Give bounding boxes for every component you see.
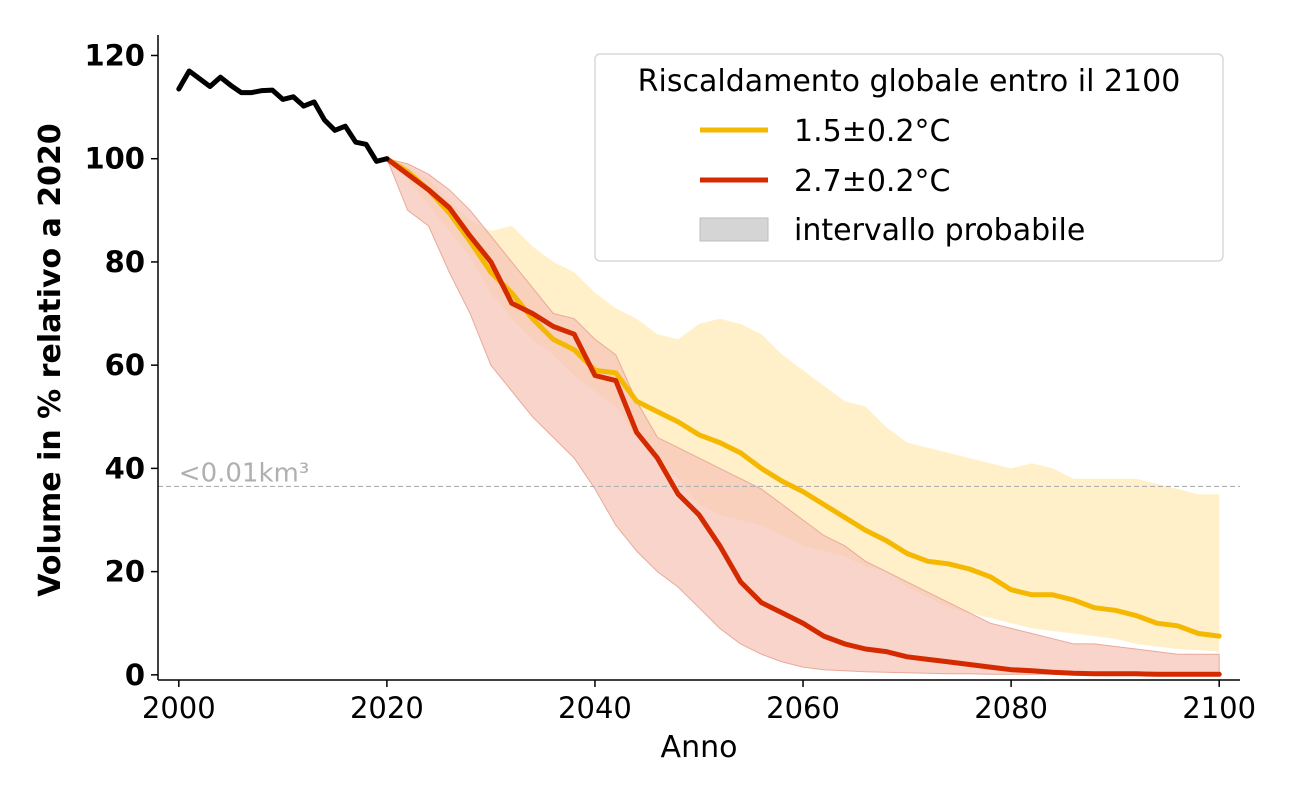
threshold-label: <0.01km³ — [179, 458, 309, 488]
series-line-historical — [176, 68, 390, 164]
y-axis-label: Volume in % relativo a 2020 — [33, 123, 68, 597]
x-tick-label: 2080 — [974, 691, 1048, 725]
legend: Riscaldamento globale entro il 2100 1.5±… — [594, 53, 1224, 262]
x-tick-label: 2000 — [142, 691, 216, 725]
threshold-group: <0.01km³ — [158, 458, 1240, 488]
series-line-2p7 — [384, 156, 1222, 677]
x-tick-label: 2100 — [1182, 691, 1256, 725]
band-2p7 — [386, 157, 1220, 675]
x-ticks: 2000 2020 2040 2060 2080 2100 — [142, 680, 1256, 725]
axes — [157, 35, 1240, 681]
x-tick-label: 2020 — [350, 691, 424, 725]
band-1p5 — [386, 158, 1220, 652]
y-tick-label: 40 — [105, 451, 145, 485]
x-axis-label: Anno — [661, 730, 738, 765]
y-ticks: 0 20 40 60 80 100 120 — [84, 38, 158, 692]
x-tick-label: 2040 — [558, 691, 632, 725]
legend-box — [594, 53, 1224, 262]
y-tick-label: 120 — [84, 38, 145, 72]
uncertainty-bands — [386, 157, 1220, 675]
legend-swatch-band — [699, 217, 769, 242]
series-lines — [176, 68, 1222, 677]
y-tick-label: 100 — [84, 142, 145, 176]
legend-label-2p7: 2.7±0.2°C — [794, 164, 951, 199]
y-tick-label: 60 — [105, 348, 145, 382]
y-tick-label: 80 — [105, 245, 145, 279]
legend-title: Riscaldamento globale entro il 2100 — [638, 64, 1181, 99]
x-tick-label: 2060 — [766, 691, 840, 725]
y-tick-label: 0 — [125, 658, 145, 692]
y-tick-label: 20 — [105, 555, 145, 589]
legend-label-1p5: 1.5±0.2°C — [794, 114, 951, 149]
legend-label-band: intervallo probabile — [794, 213, 1085, 248]
